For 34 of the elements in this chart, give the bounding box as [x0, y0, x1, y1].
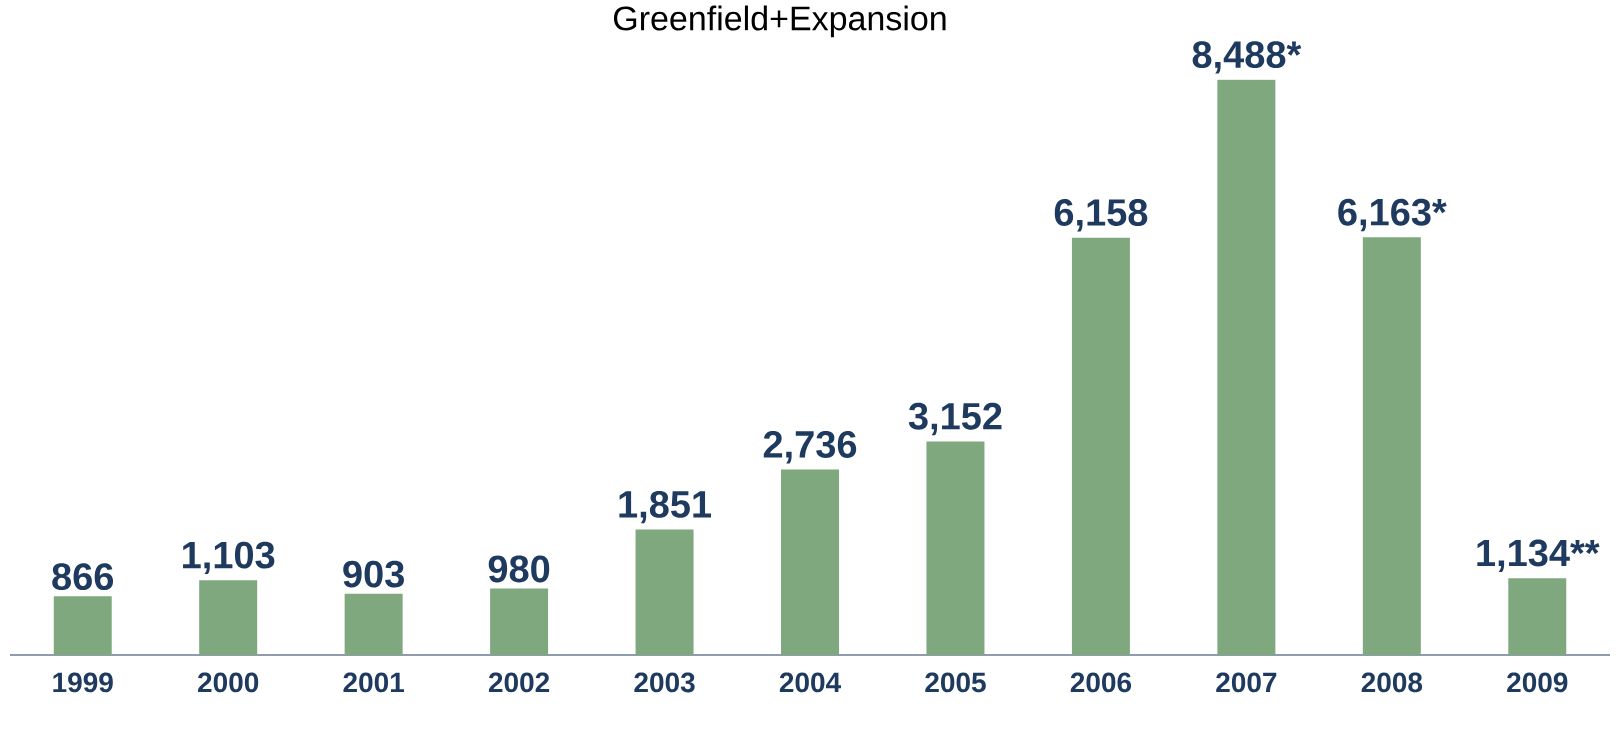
- bar: [1217, 79, 1276, 655]
- x-tick-label: 2005: [925, 672, 986, 693]
- x-tick-label: 2000: [198, 672, 259, 693]
- data-label: 6,158: [1054, 199, 1148, 232]
- data-label: 980: [488, 555, 550, 583]
- x-tick-label: 2009: [1507, 672, 1568, 693]
- bar: [1508, 578, 1567, 655]
- bar: [53, 596, 112, 655]
- data-label: 2,736: [763, 430, 857, 464]
- x-tick-label: 1999: [53, 672, 113, 693]
- bar: [490, 588, 549, 655]
- x-tick-label: 2006: [1070, 672, 1132, 693]
- bar: [781, 469, 840, 655]
- chart-title: Greenfield+Expansion: [613, 5, 946, 38]
- bar: [344, 593, 403, 655]
- x-tick-label: 2004: [779, 672, 841, 693]
- bar: [1362, 237, 1421, 655]
- data-label: 1,134**: [1477, 539, 1600, 572]
- x-tick-label: 2001: [343, 672, 404, 693]
- data-label: 1,851: [619, 490, 712, 524]
- data-label: 3,152: [908, 402, 1002, 436]
- x-tick-label: 2007: [1216, 672, 1277, 693]
- bar: [199, 580, 258, 655]
- data-label: 6,163*: [1338, 198, 1447, 232]
- bar: [926, 441, 985, 655]
- bar: [1071, 237, 1130, 655]
- x-tick-label: 2002: [488, 672, 550, 693]
- bar: [635, 529, 694, 655]
- data-label: 1,103: [183, 541, 275, 575]
- data-label: 8,488*: [1192, 41, 1302, 74]
- data-label: 866: [52, 563, 114, 591]
- x-tick-label: 2003: [634, 672, 695, 693]
- x-tick-label: 2008: [1361, 672, 1423, 693]
- data-label: 903: [343, 560, 404, 588]
